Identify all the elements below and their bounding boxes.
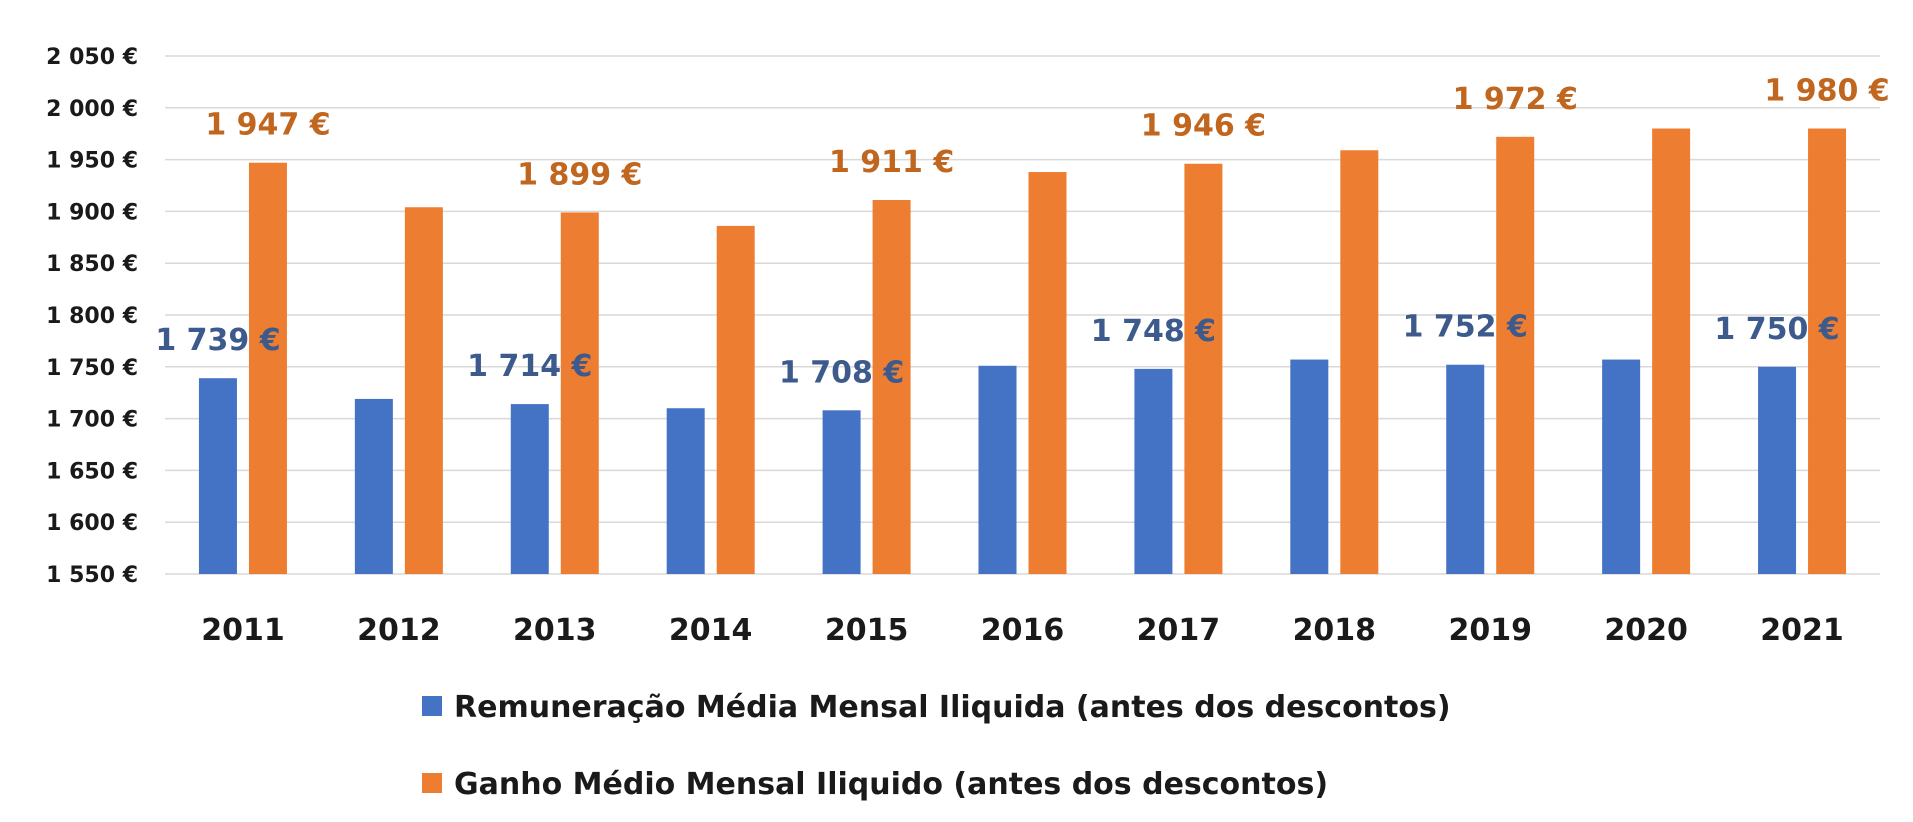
bar-series-1 — [1758, 366, 1797, 574]
x-tick-label: 2015 — [825, 613, 909, 648]
legend-label-series-1: Remuneração Média Mensal Iliquida (antes… — [454, 690, 1451, 725]
bar-series-1 — [510, 404, 549, 574]
x-tick-label: 2019 — [1448, 613, 1532, 648]
x-tick-label: 2018 — [1293, 613, 1377, 648]
bar-series-2 — [872, 200, 911, 574]
y-axis-tick-labels: 1 550 € 1 600 € 1 650 € 1 700 € 1 750 € 1 800… — [46, 45, 138, 588]
bar-series-2 — [1184, 163, 1223, 574]
data-label-series-1: 1 752 € — [1403, 310, 1528, 345]
bar-series-2 — [1340, 150, 1379, 574]
bar-series-2 — [560, 212, 599, 574]
data-label-series-1: 1 750 € — [1714, 312, 1839, 347]
y-tick-label: 1 750 € — [46, 356, 138, 381]
gridlines — [165, 55, 1880, 575]
bar-series-2 — [1808, 128, 1847, 574]
data-label-series-1: 1 714 € — [467, 349, 592, 384]
bar-series-2 — [1496, 136, 1535, 575]
x-tick-label: 2014 — [669, 613, 753, 648]
data-label-series-2: 1 972 € — [1453, 82, 1578, 117]
y-tick-label: 1 850 € — [46, 252, 138, 277]
bar-series-1 — [978, 365, 1017, 574]
y-tick-label: 1 900 € — [46, 200, 138, 225]
data-label-series-1: 1 708 € — [779, 355, 904, 390]
y-tick-label: 1 800 € — [46, 304, 138, 329]
y-tick-label: 1 550 € — [46, 563, 138, 588]
data-label-series-2: 1 911 € — [829, 145, 954, 180]
bar-series-1 — [1446, 364, 1485, 574]
bar-series-1 — [666, 408, 705, 574]
y-tick-label: 1 950 € — [46, 149, 138, 174]
data-label-series-2: 1 980 € — [1764, 74, 1889, 109]
legend-swatch-series-1 — [422, 696, 442, 716]
y-tick-label: 1 650 € — [46, 459, 138, 484]
data-label-series-1: 1 739 € — [155, 323, 280, 358]
bar-series-1 — [1134, 368, 1173, 574]
bar-series-2 — [1028, 172, 1067, 575]
y-tick-label: 1 700 € — [46, 408, 138, 433]
legend-label-series-2: Ganho Médio Mensal Iliquido (antes dos d… — [454, 767, 1328, 802]
bars — [198, 128, 1847, 575]
bar-series-2 — [404, 207, 443, 575]
bar-series-2 — [1652, 128, 1691, 574]
y-tick-label: 2 000 € — [46, 97, 138, 122]
data-label-series-2: 1 899 € — [517, 157, 642, 192]
bar-series-1 — [1602, 359, 1641, 574]
bar-series-1 — [354, 398, 393, 574]
y-tick-label: 1 600 € — [46, 511, 138, 536]
legend: Remuneração Média Mensal Iliquida (antes… — [422, 690, 1451, 802]
x-tick-label: 2013 — [513, 613, 597, 648]
data-labels: 1 739 € 1 947 € 1 714 € 1 899 € 1 708 € 1 911… — [155, 74, 1889, 391]
bar-series-2 — [716, 225, 755, 575]
x-tick-label: 2020 — [1604, 613, 1688, 648]
bar-series-1 — [198, 378, 237, 574]
x-tick-label: 2021 — [1760, 613, 1844, 648]
y-tick-label: 2 050 € — [46, 45, 138, 70]
bar-series-1 — [822, 410, 861, 574]
x-axis-tick-labels: 2011 2012 2013 2014 2015 2016 2017 2018 2019 2020… — [201, 613, 1844, 648]
x-tick-label: 2012 — [357, 613, 441, 648]
bar-series-2 — [248, 162, 287, 574]
data-label-series-1: 1 748 € — [1091, 314, 1216, 349]
x-tick-label: 2011 — [201, 613, 285, 648]
bar-series-1 — [1290, 359, 1329, 574]
data-label-series-2: 1 946 € — [1141, 109, 1266, 144]
x-tick-label: 2016 — [981, 613, 1065, 648]
x-tick-label: 2017 — [1137, 613, 1221, 648]
legend-swatch-series-2 — [422, 773, 442, 793]
data-label-series-2: 1 947 € — [205, 108, 330, 143]
